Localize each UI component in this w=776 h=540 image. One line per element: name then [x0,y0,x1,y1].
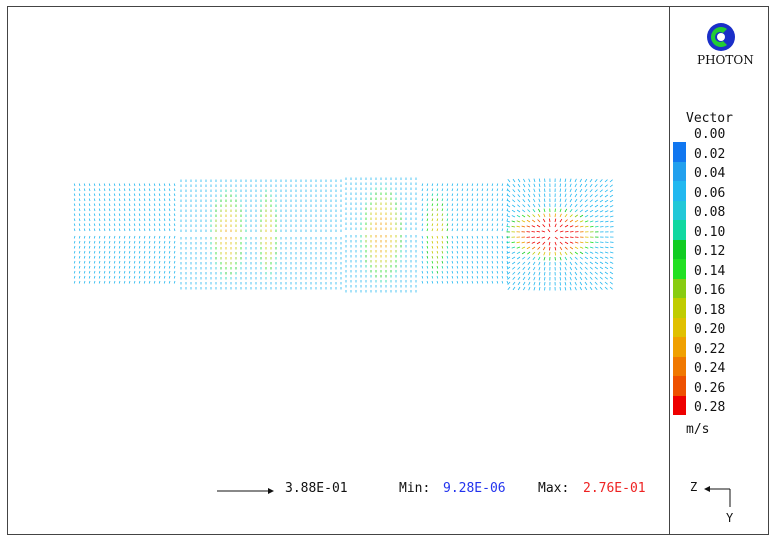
legend-level-label: 0.02 [694,146,726,162]
legend-level-label: 0.20 [694,322,726,337]
max-label: Max: [538,481,570,496]
legend-swatch [673,200,686,220]
legend-level-label: 0.24 [694,361,726,376]
panel-divider [669,6,670,535]
legend-swatch [673,239,686,259]
reference-vector-value: 3.88E-01 [285,481,348,496]
vector-field [73,177,614,293]
legend-swatch [673,142,686,162]
axis-label-y: Y [726,511,734,525]
legend-swatch [673,317,686,337]
max-value: 2.76E-01 [583,481,646,496]
legend-swatch [673,161,686,181]
photon-logo [707,23,735,51]
legend-swatch [673,278,686,298]
axis-triad [704,486,731,507]
legend-level-label: 0.18 [694,302,726,318]
legend-title: Vector [686,111,733,126]
legend-level-label: 0.26 [694,380,726,396]
legend-unit: m/s [686,422,710,437]
legend-level-label: 0.12 [694,244,726,259]
legend-swatch [673,356,686,376]
legend-level-label: 0.10 [694,224,726,240]
min-label: Min: [399,481,431,496]
logo-text: PHOTON [697,53,754,67]
axis-label-z: Z [690,480,698,494]
legend-swatch [673,376,686,396]
legend-swatch [673,181,686,201]
legend-level-label: 0.22 [694,341,726,357]
legend-swatch [673,337,686,357]
legend-colorbar [673,142,686,415]
legend-swatch [673,395,686,415]
min-value: 9.28E-06 [443,481,506,496]
plot-frame [7,6,769,535]
legend-swatch [673,259,686,279]
legend-level-label: 0.00 [694,127,726,142]
reference-vector-arrow [217,488,274,494]
legend-level-label: 0.16 [694,283,726,298]
legend-swatch [673,220,686,240]
legend-level-label: 0.28 [694,400,726,415]
legend-level-label: 0.08 [694,205,726,220]
legend-level-label: 0.14 [694,263,726,279]
legend-swatch [673,298,686,318]
legend-level-label: 0.06 [694,185,726,201]
legend-level-label: 0.04 [694,166,726,181]
